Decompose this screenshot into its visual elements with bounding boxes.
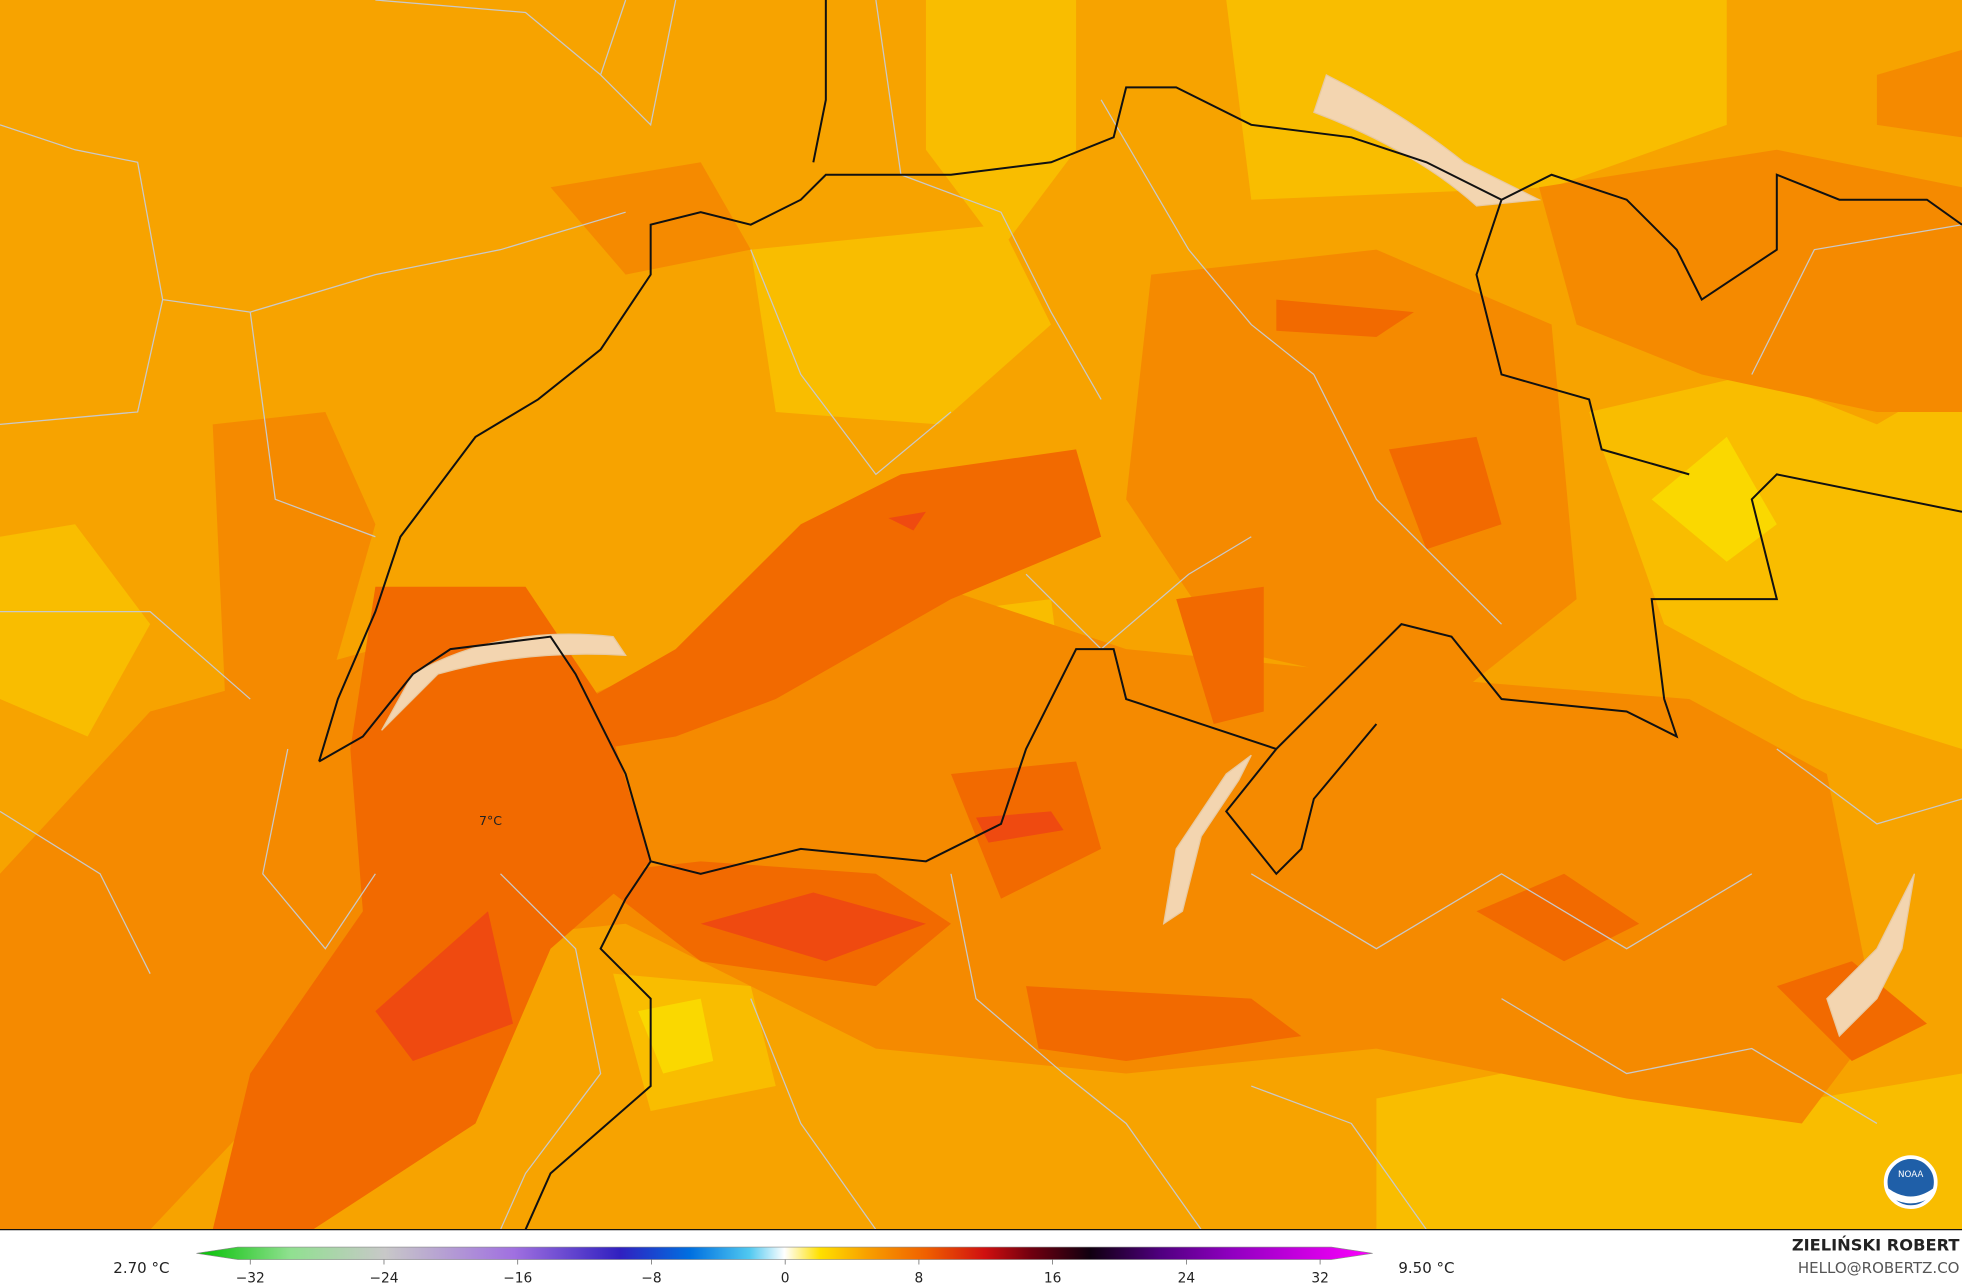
map: 7°C NOAA [0, 0, 1962, 1231]
logo: NOAA [1883, 1155, 1938, 1209]
tick-label: −24 [369, 1270, 398, 1286]
email: HELLO@ROBERTZ.CO [1798, 1259, 1960, 1277]
logo-text: NOAA [1898, 1170, 1924, 1180]
max-label: 9.50 °C [1398, 1259, 1454, 1277]
tick-label: 24 [1178, 1270, 1196, 1286]
map-label: 7°C [479, 813, 502, 828]
color-bar [196, 1246, 1373, 1260]
tick-label: −8 [641, 1270, 661, 1286]
tick-label: −32 [236, 1270, 265, 1286]
color-legend: 2.70 °C 9.50 °C −32 −24 −16 −8 0 8 16 24 32 [113, 1246, 1455, 1286]
tick-label: 16 [1044, 1270, 1062, 1286]
author: ZIELIŃSKI ROBERT [1792, 1235, 1960, 1254]
tick-label: 0 [781, 1270, 790, 1286]
tick-label: 8 [915, 1270, 924, 1286]
tick-label: 32 [1311, 1270, 1329, 1286]
tick-label: −16 [503, 1270, 532, 1286]
min-label: 2.70 °C [113, 1259, 169, 1277]
